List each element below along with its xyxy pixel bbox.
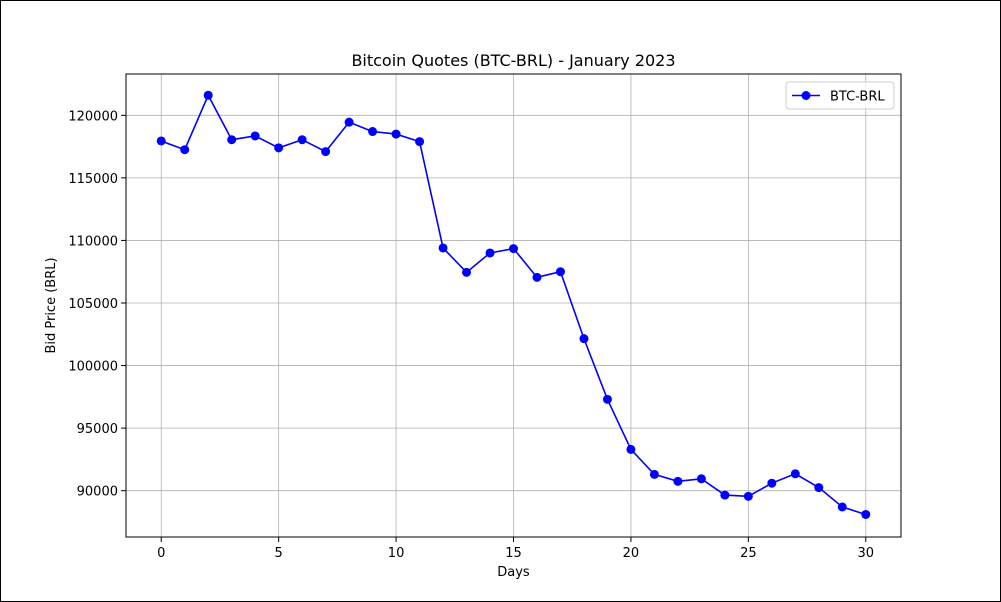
x-tick-label: 25: [740, 546, 757, 561]
axis-ticks: 0 5 10 15 20 25 30 90000 95000 100000 105000 110000…: [68, 109, 874, 561]
chart-title: Bitcoin Quotes (BTC-BRL) - January 2023: [351, 51, 675, 70]
y-tick-label: 90000: [77, 485, 118, 500]
grid: [126, 74, 901, 537]
data-point: [156, 136, 166, 146]
y-tick-label: 105000: [68, 297, 118, 312]
data-point: [180, 145, 190, 155]
data-point: [297, 135, 307, 145]
data-point: [602, 394, 612, 404]
data-point: [438, 243, 448, 253]
data-point: [555, 267, 565, 277]
legend-box: [785, 81, 895, 110]
data-point: [250, 131, 260, 141]
data-point: [861, 509, 871, 519]
x-tick-label: 0: [157, 546, 165, 561]
data-point: [344, 117, 354, 127]
data-point: [673, 476, 683, 486]
y-tick-label: 115000: [68, 172, 118, 187]
x-tick-label: 10: [388, 546, 405, 561]
y-tick-label: 120000: [68, 109, 118, 124]
legend-label: BTC-BRL: [830, 90, 885, 105]
data-point: [391, 129, 401, 139]
data-point: [767, 478, 777, 488]
x-tick-label: 15: [505, 546, 522, 561]
data-point: [626, 444, 636, 454]
data-point: [462, 267, 472, 277]
data-point: [485, 248, 495, 258]
data-point: [649, 469, 659, 479]
data-point: [814, 483, 824, 493]
data-point: [696, 474, 706, 484]
data-point: [415, 137, 425, 147]
legend: BTC-BRL: [785, 81, 895, 110]
data-point: [720, 490, 730, 500]
data-point: [532, 272, 542, 282]
data-point: [203, 90, 213, 100]
series-layer: [156, 90, 871, 519]
data-point: [790, 469, 800, 479]
data-point: [274, 143, 284, 153]
data-point: [368, 127, 378, 137]
y-tick-label: 95000: [77, 422, 118, 437]
data-point: [509, 244, 518, 254]
y-tick-label: 110000: [68, 234, 118, 249]
y-tick-label: 100000: [68, 360, 118, 375]
x-tick-label: 30: [857, 546, 874, 561]
x-tick-label: 5: [275, 546, 283, 561]
legend-marker: [801, 91, 811, 100]
x-tick-label: 20: [623, 546, 640, 561]
data-point: [227, 135, 237, 145]
y-axis-label: Bid Price (BRL): [44, 257, 59, 353]
data-point: [321, 147, 331, 157]
data-point: [743, 491, 753, 501]
x-axis-label: Days: [497, 565, 530, 580]
data-point: [579, 334, 589, 344]
data-point: [837, 502, 847, 512]
